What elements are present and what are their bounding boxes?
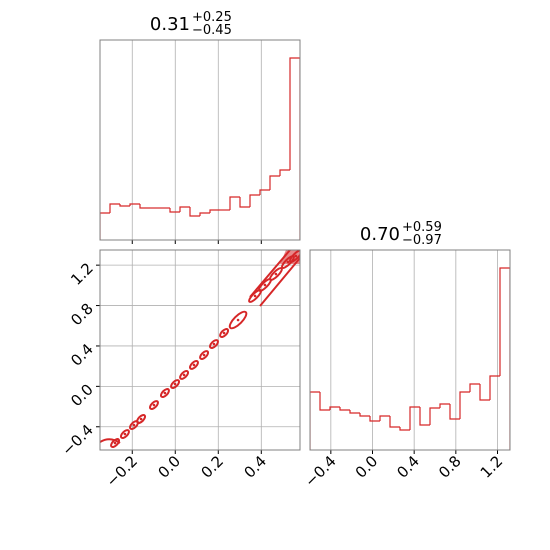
tail bbox=[100, 438, 121, 444]
axes-frame bbox=[99, 249, 301, 451]
histogram-step bbox=[289, 57, 300, 240]
contour-blob bbox=[189, 359, 199, 370]
x-tick-label: 0.4 bbox=[393, 452, 423, 482]
histogram-step bbox=[100, 212, 110, 240]
histogram-step bbox=[129, 203, 140, 206]
contour-core bbox=[274, 272, 278, 276]
histogram-step bbox=[169, 208, 180, 213]
histogram-step bbox=[389, 416, 400, 428]
contour-core bbox=[132, 423, 136, 427]
histogram-step bbox=[119, 204, 130, 207]
histogram-step bbox=[189, 207, 200, 217]
axes-frame bbox=[309, 249, 511, 451]
plot-area bbox=[100, 57, 300, 240]
contour-core bbox=[113, 441, 117, 445]
x-tick-label: −0.4 bbox=[301, 452, 339, 490]
histogram-step bbox=[399, 427, 410, 431]
x-tick-label: 0.8 bbox=[435, 452, 465, 482]
contour-core bbox=[212, 342, 216, 346]
histogram-step bbox=[199, 212, 210, 216]
histogram-step bbox=[479, 384, 490, 401]
contour-blob bbox=[149, 400, 159, 411]
title-upper: +0.25 bbox=[192, 10, 232, 25]
histogram-step bbox=[469, 383, 480, 392]
contour-core bbox=[173, 382, 177, 386]
histogram-step bbox=[359, 413, 370, 417]
histogram-step bbox=[419, 407, 430, 426]
contour-core bbox=[222, 331, 226, 335]
y-tick-label: 0.4 bbox=[67, 340, 97, 370]
x-tick-label: 0.0 bbox=[154, 452, 184, 482]
histogram-step bbox=[379, 415, 390, 421]
contour-core bbox=[139, 417, 143, 421]
contour-core bbox=[236, 318, 240, 322]
histogram-step bbox=[409, 406, 420, 430]
contour-blob bbox=[110, 438, 121, 448]
histogram-step bbox=[489, 375, 500, 400]
histogram-step bbox=[229, 196, 240, 210]
contour-core bbox=[182, 373, 186, 377]
histogram-step bbox=[429, 407, 440, 425]
contour-blob bbox=[219, 328, 230, 338]
tube bbox=[249, 250, 300, 307]
contour-blob bbox=[136, 414, 147, 424]
histogram-step bbox=[319, 392, 330, 411]
contour-blob bbox=[170, 379, 181, 389]
title-value: 0.31 bbox=[150, 14, 190, 35]
dense-region bbox=[280, 250, 300, 264]
histogram-step bbox=[259, 189, 270, 195]
contour-core bbox=[152, 403, 156, 407]
histogram-step bbox=[439, 403, 450, 408]
histogram-step bbox=[209, 209, 220, 213]
contour-blob bbox=[179, 369, 190, 380]
histogram-step bbox=[239, 197, 250, 208]
y-tick-label: 1.2 bbox=[67, 259, 97, 289]
y-tick-label: 0.0 bbox=[67, 380, 97, 410]
contour-core bbox=[163, 391, 167, 395]
plot-area bbox=[100, 250, 300, 448]
histogram-step bbox=[329, 406, 340, 410]
histogram-step bbox=[499, 267, 510, 450]
histogram-step bbox=[310, 391, 320, 450]
plot-area bbox=[310, 267, 510, 450]
contour-blob bbox=[209, 339, 219, 349]
histogram-step bbox=[249, 194, 260, 207]
x-tick-label: 0.4 bbox=[241, 452, 271, 482]
histogram-step bbox=[179, 206, 190, 212]
x-tick-label: 0.2 bbox=[198, 452, 228, 482]
x-tick-label: 1.2 bbox=[477, 452, 507, 482]
y-tick-label: −0.4 bbox=[58, 421, 96, 459]
title-value: 0.70 bbox=[360, 224, 400, 245]
y-tick-label: 0.8 bbox=[67, 300, 97, 330]
axes-frame bbox=[99, 39, 301, 241]
contour-core bbox=[263, 283, 267, 287]
histogram-step bbox=[449, 404, 460, 420]
x-tick-label: 0.0 bbox=[352, 452, 382, 482]
contour-core bbox=[253, 294, 257, 298]
x-tick-label: −0.2 bbox=[103, 452, 141, 490]
histogram-step bbox=[139, 204, 150, 209]
title-upper: +0.59 bbox=[402, 220, 442, 235]
contour-core bbox=[123, 432, 127, 436]
contour-blob bbox=[268, 267, 283, 281]
contour-blob bbox=[228, 310, 248, 330]
histogram-step bbox=[349, 410, 360, 414]
title-lower: −0.45 bbox=[192, 23, 232, 38]
title-lower: −0.97 bbox=[402, 233, 442, 248]
contour-blob bbox=[159, 388, 170, 398]
contour-blob bbox=[199, 350, 210, 361]
histogram-step bbox=[279, 169, 290, 176]
histogram-step bbox=[109, 203, 120, 213]
contour-blob bbox=[119, 429, 130, 439]
contour-core bbox=[192, 363, 196, 367]
histogram-step bbox=[269, 175, 280, 190]
histogram-step bbox=[369, 416, 380, 422]
contour-core bbox=[202, 353, 206, 357]
histogram-step bbox=[459, 391, 470, 419]
histogram-step bbox=[339, 407, 350, 411]
